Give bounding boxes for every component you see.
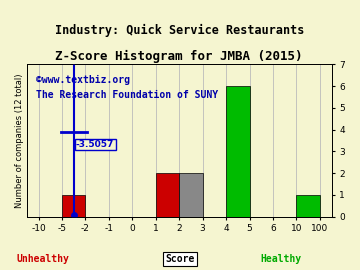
Bar xyxy=(156,173,179,217)
Title: Z-Score Histogram for JMBA (2015): Z-Score Histogram for JMBA (2015) xyxy=(55,50,303,63)
Text: Unhealthy: Unhealthy xyxy=(17,254,69,264)
Y-axis label: Number of companies (12 total): Number of companies (12 total) xyxy=(15,73,24,208)
Text: The Research Foundation of SUNY: The Research Foundation of SUNY xyxy=(36,90,218,100)
Bar xyxy=(296,195,320,217)
Text: Score: Score xyxy=(165,254,195,264)
Bar xyxy=(179,173,203,217)
Text: ©www.textbiz.org: ©www.textbiz.org xyxy=(36,75,130,85)
Bar xyxy=(62,195,85,217)
Text: Industry: Quick Service Restaurants: Industry: Quick Service Restaurants xyxy=(55,24,305,37)
Bar xyxy=(226,86,249,217)
Text: Healthy: Healthy xyxy=(260,254,301,264)
Text: -3.5057: -3.5057 xyxy=(76,140,114,149)
